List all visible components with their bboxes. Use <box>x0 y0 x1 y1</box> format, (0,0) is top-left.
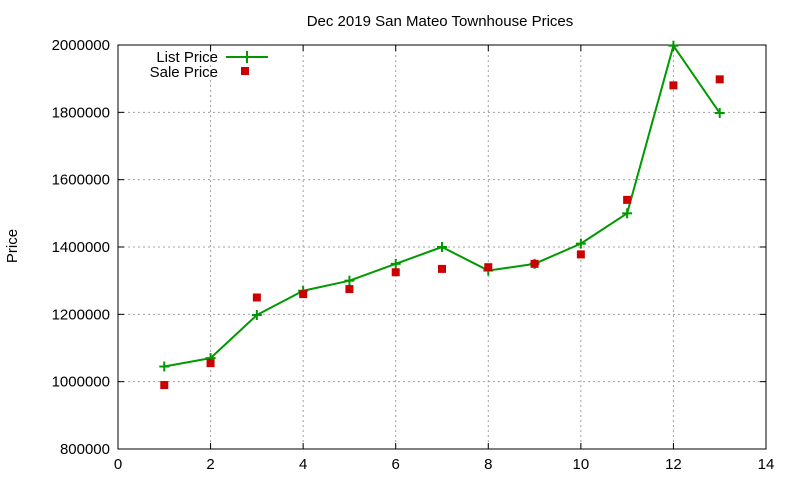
list-price-point <box>390 258 401 269</box>
x-tick-label: 10 <box>573 456 590 473</box>
sale-price-point <box>160 381 169 390</box>
sale-price-point <box>669 81 678 90</box>
plot-frame <box>117 44 767 450</box>
sale-price-point <box>484 263 493 272</box>
y-axis-label: Price <box>4 229 21 263</box>
series-sale-price <box>160 75 724 390</box>
x-tick-label: 0 <box>114 456 122 473</box>
legend-label-sale-price: Sale Price <box>150 64 218 81</box>
sale-price-point <box>438 264 446 273</box>
chart-title: Dec 2019 San Mateo Townhouse Prices <box>307 13 574 30</box>
y-tick-label: 1400000 <box>52 239 110 256</box>
grid-lines <box>118 45 766 449</box>
y-tick-label: 1200000 <box>52 306 110 323</box>
x-tick-label: 12 <box>665 456 682 473</box>
y-tick-label: 800000 <box>60 441 110 458</box>
list-price-point <box>622 208 633 219</box>
sale-price-point <box>206 359 215 368</box>
x-tick-label: 4 <box>299 456 307 473</box>
sale-price-point <box>252 293 261 302</box>
sale-price-point <box>623 195 632 204</box>
list-price-point <box>575 238 586 249</box>
list-price-point <box>159 361 170 372</box>
list-price-point <box>344 275 355 286</box>
sale-price-point <box>345 285 354 294</box>
sale-price-point <box>530 259 539 268</box>
series-list-price <box>159 40 725 372</box>
series-layer <box>159 40 725 390</box>
x-tick-label: 2 <box>206 456 214 473</box>
x-tick-label: 6 <box>392 456 400 473</box>
legend-label-list-price: List Price <box>156 49 218 66</box>
sale-price-point <box>715 75 724 84</box>
x-tick-label: 14 <box>758 456 775 473</box>
list-price-point <box>668 40 679 51</box>
list-price-point <box>714 108 725 119</box>
axis-ticks: 0 2 4 6 8 10 12 14 800000 1000000 1200000 1400000 16… <box>52 37 775 473</box>
sale-price-point <box>576 250 585 259</box>
legend-marker-list-price <box>241 51 253 63</box>
legend: List Price Sale Price <box>150 49 268 81</box>
legend-marker-sale-price <box>241 67 249 75</box>
list-price-line <box>164 44 721 368</box>
y-tick-label: 1800000 <box>52 104 110 121</box>
y-tick-label: 2000000 <box>52 37 110 54</box>
sale-price-point <box>391 268 400 277</box>
y-tick-label: 1000000 <box>52 374 110 391</box>
y-tick-label: 1600000 <box>52 172 110 189</box>
sale-price-point <box>299 290 308 299</box>
list-price-point <box>437 242 447 252</box>
x-tick-label: 8 <box>484 456 492 473</box>
list-price-point <box>251 310 262 321</box>
